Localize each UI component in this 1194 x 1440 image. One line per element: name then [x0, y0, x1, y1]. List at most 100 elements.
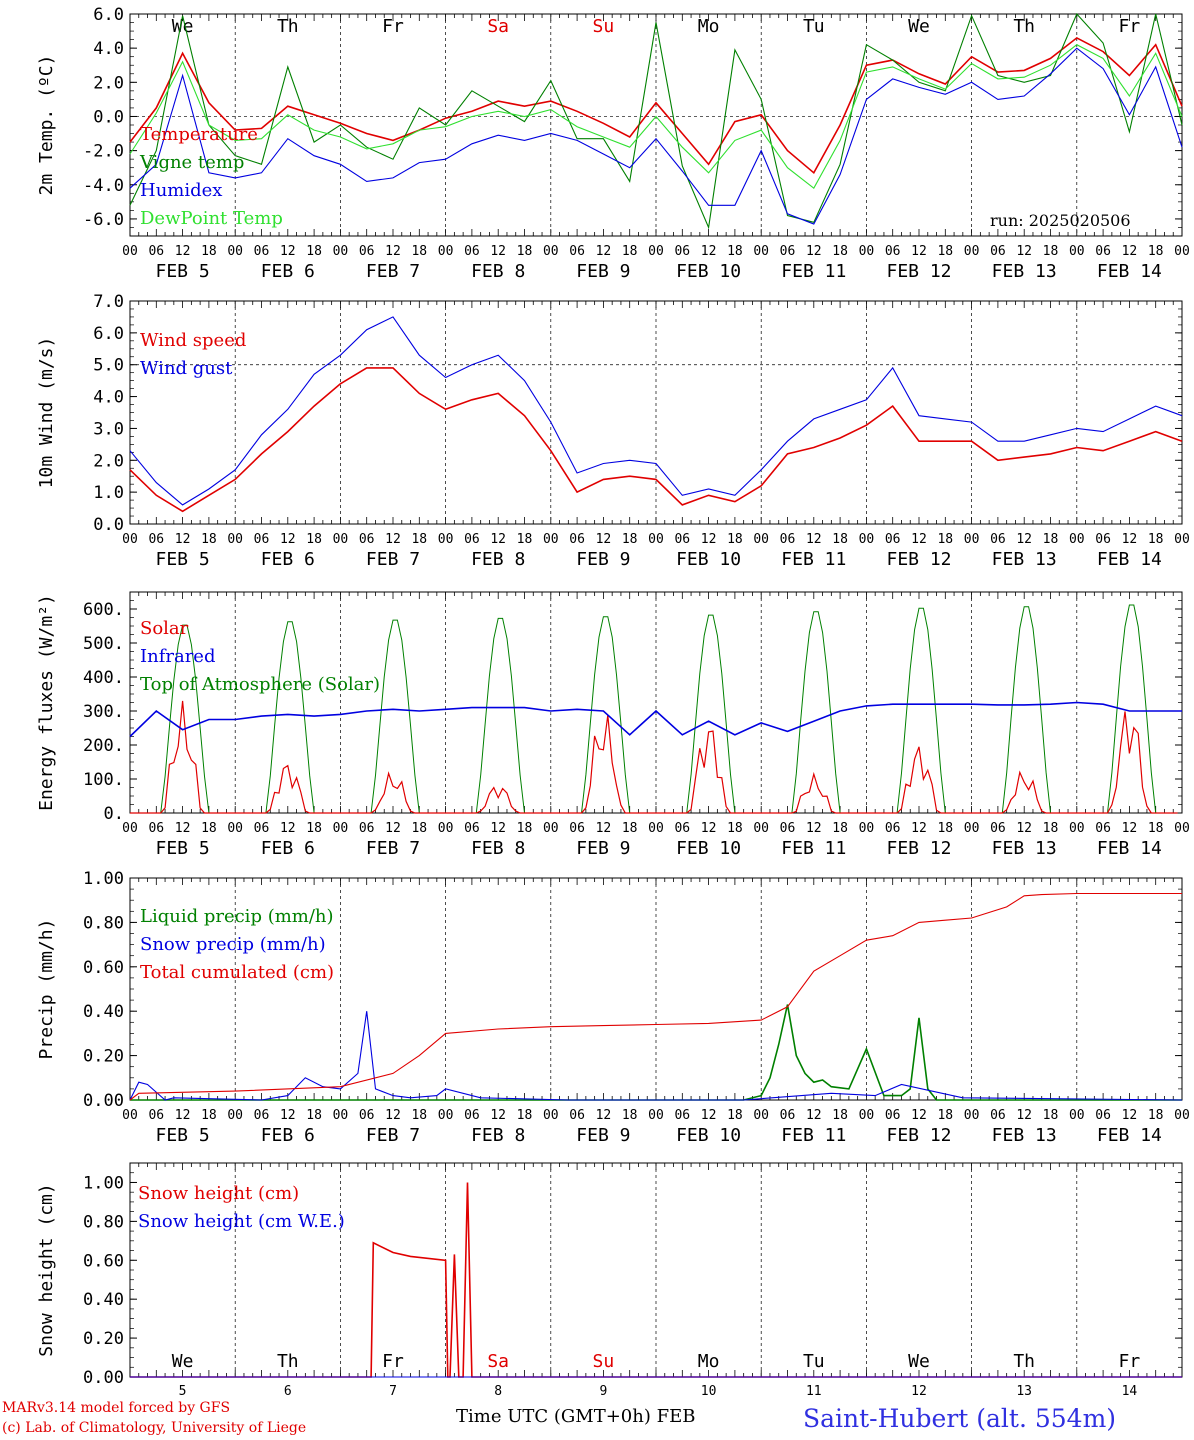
date-label: 12: [911, 1384, 927, 1399]
hour-tick-label: 00: [122, 244, 138, 259]
hour-tick-label: 00: [122, 1108, 138, 1123]
y-tick-label: 6.0: [93, 5, 124, 25]
date-label: 11: [806, 1384, 822, 1399]
date-label: FEB 12: [886, 838, 951, 859]
y-tick-label: 0.80: [83, 913, 124, 933]
date-label: FEB 10: [676, 838, 741, 859]
date-label: FEB 6: [261, 549, 315, 570]
hour-tick-label: 06: [359, 244, 375, 259]
legend-entry: Infrared: [140, 646, 216, 667]
series-humidex: [129, 47, 1183, 225]
hour-tick-label: 12: [911, 532, 927, 547]
y-tick-label: 2.0: [93, 73, 124, 93]
hour-tick-label: 18: [727, 244, 743, 259]
x-axis-month: FEB: [656, 1406, 696, 1427]
hour-tick-label: 12: [701, 244, 717, 259]
weekday-label: Fr: [382, 1351, 404, 1372]
plot-frame: [129, 300, 1183, 525]
hour-tick-label: 18: [1148, 532, 1164, 547]
hour-tick-label: 18: [306, 244, 322, 259]
weekday-label: We: [908, 16, 930, 37]
y-tick-label: 4.0: [93, 388, 124, 408]
weekday-label: Mo: [698, 1351, 720, 1372]
hour-tick-label: 12: [911, 1108, 927, 1123]
hour-tick-label: 18: [832, 821, 848, 836]
hour-tick-label: 12: [280, 821, 296, 836]
legend-entry: Top of Atmosphere (Solar): [140, 674, 381, 695]
y-tick-label: 0.: [104, 804, 124, 824]
x-axis-title: Time UTC (GMT+0h) FEB: [456, 1406, 695, 1427]
hour-tick-label: 18: [201, 821, 217, 836]
weekday-label: Tu: [803, 16, 825, 37]
hour-tick-label: 06: [990, 244, 1006, 259]
hour-tick-label: 06: [148, 532, 164, 547]
hour-tick-label: 18: [937, 532, 953, 547]
hour-tick-label: 18: [201, 244, 217, 259]
hour-tick-label: 00: [333, 532, 349, 547]
y-tick-label: 100.: [83, 770, 124, 790]
y-tick-label: 0.40: [83, 1290, 124, 1310]
hour-tick-label: 12: [385, 821, 401, 836]
hour-tick-label: 18: [517, 244, 533, 259]
hour-tick-label: 18: [517, 821, 533, 836]
hour-tick-label: 06: [1095, 532, 1111, 547]
hour-tick-label: 00: [1174, 1108, 1190, 1123]
hour-tick-label: 12: [175, 1108, 191, 1123]
hour-tick-label: 00: [227, 821, 243, 836]
date-label: FEB 13: [992, 549, 1057, 570]
hour-tick-label: 00: [543, 532, 559, 547]
hour-tick-label: 00: [753, 821, 769, 836]
date-label: 9: [599, 1384, 607, 1399]
hour-tick-label: 00: [543, 821, 559, 836]
hour-tick-label: 00: [859, 1108, 875, 1123]
hour-tick-label: 00: [122, 821, 138, 836]
hour-tick-label: 06: [148, 1108, 164, 1123]
date-label: 8: [494, 1384, 502, 1399]
hour-tick-label: 00: [227, 244, 243, 259]
hour-tick-label: 06: [1095, 244, 1111, 259]
hour-tick-label: 12: [175, 821, 191, 836]
hour-tick-label: 18: [411, 244, 427, 259]
legend-entry: Liquid precip (mm/h): [140, 906, 334, 927]
y-tick-label: 0.00: [83, 1091, 124, 1111]
hour-tick-label: 18: [201, 532, 217, 547]
panel-3: 600. 500. 400. 300. 200. 100. 0. Energy fluxes …: [36, 591, 1190, 859]
hour-tick-label: 00: [648, 821, 664, 836]
hour-tick-label: 12: [596, 532, 612, 547]
hour-tick-label: 06: [254, 821, 270, 836]
hour-tick-label: 06: [885, 821, 901, 836]
hour-tick-label: 06: [464, 821, 480, 836]
run-label: run: 2025020506: [990, 211, 1131, 230]
hour-tick-label: 12: [596, 1108, 612, 1123]
series-dewpoint-temp: [129, 44, 1183, 190]
date-label: FEB 5: [156, 838, 210, 859]
weekday-label: Sa: [487, 16, 509, 37]
legend-entry: Snow height (cm W.E.): [138, 1211, 345, 1232]
hour-tick-label: 18: [306, 532, 322, 547]
hour-tick-label: 18: [622, 821, 638, 836]
hour-tick-label: 12: [1016, 244, 1032, 259]
y-tick-label: 4.0: [93, 39, 124, 59]
hour-tick-label: 18: [306, 821, 322, 836]
hour-tick-label: 12: [490, 821, 506, 836]
hour-tick-label: 00: [1174, 532, 1190, 547]
hour-tick-label: 12: [490, 1108, 506, 1123]
date-label: FEB 9: [576, 549, 630, 570]
date-label: FEB 12: [886, 1125, 951, 1146]
date-label: FEB 5: [156, 261, 210, 282]
date-label: 6: [284, 1384, 292, 1399]
date-label: FEB 12: [886, 261, 951, 282]
hour-tick-label: 12: [175, 532, 191, 547]
y-tick-label: 0.60: [83, 1251, 124, 1271]
hour-tick-label: 12: [490, 532, 506, 547]
hour-tick-label: 18: [937, 1108, 953, 1123]
hour-tick-label: 12: [596, 244, 612, 259]
hour-tick-label: 06: [464, 1108, 480, 1123]
hour-tick-label: 00: [438, 1108, 454, 1123]
date-label: FEB 7: [366, 838, 420, 859]
y-tick-label: 6.0: [93, 324, 124, 344]
hour-tick-label: 06: [1095, 1108, 1111, 1123]
hour-tick-label: 06: [569, 244, 585, 259]
weekday-label: Th: [1013, 1351, 1035, 1372]
